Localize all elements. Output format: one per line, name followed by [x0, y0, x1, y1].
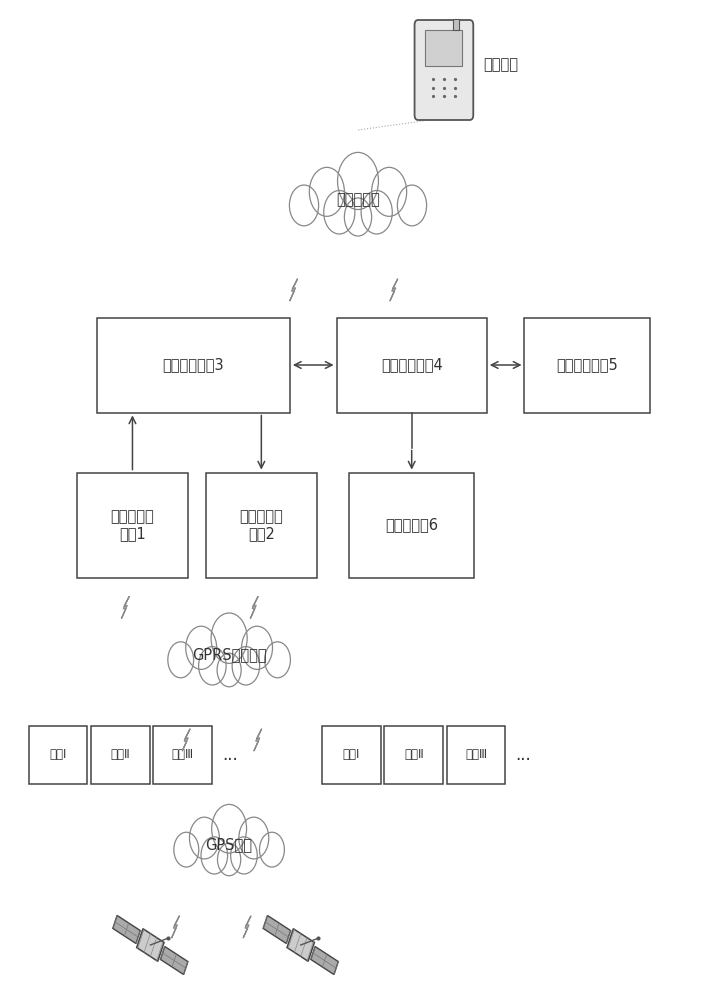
Polygon shape [243, 916, 251, 938]
Circle shape [241, 626, 273, 669]
Polygon shape [122, 596, 129, 618]
Polygon shape [160, 946, 188, 975]
Text: 数据中心模块3: 数据中心模块3 [163, 358, 224, 372]
Circle shape [289, 185, 319, 226]
Polygon shape [137, 929, 164, 961]
Circle shape [324, 190, 355, 234]
Circle shape [211, 613, 247, 663]
Bar [91, 726, 150, 784]
Circle shape [344, 198, 372, 236]
Polygon shape [112, 915, 140, 944]
Text: 移动互联网: 移动互联网 [336, 192, 380, 208]
Text: 数据库模块6: 数据库模块6 [385, 518, 438, 532]
Circle shape [232, 647, 260, 685]
Text: ...: ... [222, 746, 238, 764]
Circle shape [337, 152, 379, 210]
Bar [447, 726, 505, 784]
Circle shape [361, 190, 392, 234]
Polygon shape [251, 596, 258, 618]
Text: 终端Ⅱ: 终端Ⅱ [404, 748, 424, 762]
Text: GPRS无线网络: GPRS无线网络 [192, 648, 266, 662]
Circle shape [185, 626, 217, 669]
Circle shape [174, 832, 199, 867]
Polygon shape [254, 729, 261, 751]
Text: 业务中心模块5: 业务中心模块5 [556, 358, 618, 372]
Text: 终端Ⅱ: 终端Ⅱ [110, 748, 130, 762]
Circle shape [190, 817, 219, 859]
Text: ...: ... [516, 746, 531, 764]
Polygon shape [263, 915, 291, 944]
Bar [29, 726, 87, 784]
Polygon shape [172, 916, 179, 938]
Bar [337, 318, 487, 412]
Text: 智能手机: 智能手机 [483, 57, 518, 73]
Bar [384, 726, 443, 784]
Bar [349, 473, 474, 578]
Bar [453, 19, 460, 30]
Text: 路由中心模块4: 路由中心模块4 [381, 358, 442, 372]
Circle shape [168, 642, 193, 678]
Circle shape [265, 642, 291, 678]
Bar [322, 726, 381, 784]
Polygon shape [287, 929, 314, 961]
Circle shape [259, 832, 284, 867]
Circle shape [231, 837, 257, 874]
Bar [425, 30, 463, 66]
Bar [97, 318, 290, 412]
Circle shape [217, 653, 241, 687]
Circle shape [372, 167, 407, 216]
Polygon shape [290, 279, 297, 301]
Text: 前置机下行
模块2: 前置机下行 模块2 [239, 509, 284, 541]
Bar [77, 473, 188, 578]
Circle shape [239, 817, 268, 859]
Text: 终端Ⅲ: 终端Ⅲ [465, 748, 487, 762]
Bar [524, 318, 650, 412]
Text: 终端Ⅰ: 终端Ⅰ [49, 748, 67, 762]
Circle shape [198, 647, 226, 685]
Bar [206, 473, 317, 578]
Text: 终端Ⅲ: 终端Ⅲ [172, 748, 193, 762]
Polygon shape [390, 279, 397, 301]
Text: 前置机上行
模块1: 前置机上行 模块1 [110, 509, 155, 541]
Circle shape [212, 804, 246, 853]
Text: 终端Ⅰ: 终端Ⅰ [343, 748, 360, 762]
Text: GPS网络: GPS网络 [205, 838, 253, 852]
Polygon shape [183, 729, 190, 751]
Circle shape [309, 167, 344, 216]
Circle shape [201, 837, 228, 874]
Circle shape [218, 843, 241, 876]
Bar [153, 726, 212, 784]
FancyBboxPatch shape [415, 20, 473, 120]
Polygon shape [311, 946, 339, 975]
Circle shape [397, 185, 427, 226]
